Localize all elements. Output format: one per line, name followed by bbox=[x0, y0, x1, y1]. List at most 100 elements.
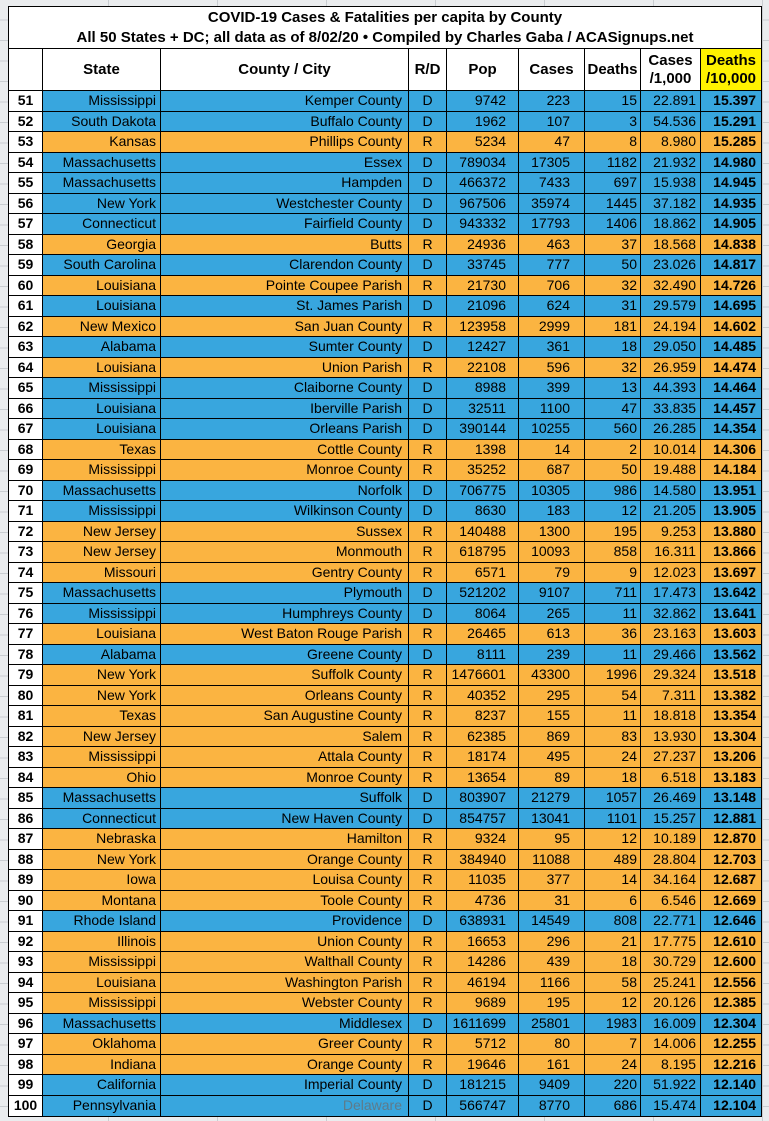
cell-pop: 6571 bbox=[447, 562, 519, 582]
cell-deaths-per-10000: 14.726 bbox=[701, 275, 761, 295]
cell-deaths-per-10000: 12.140 bbox=[701, 1075, 761, 1095]
cell-cases-per-1000: 12.023 bbox=[641, 562, 701, 582]
row-number: 71 bbox=[9, 501, 43, 521]
cell-state: South Dakota bbox=[43, 111, 161, 131]
table-row: 76 Mississippi Humphreys County D 8064 265 11 3… bbox=[9, 603, 761, 624]
row-number: 57 bbox=[9, 214, 43, 234]
cell-deaths: 14 bbox=[585, 870, 641, 890]
table-row: 88 New York Orange County R 384940 11088 489 28… bbox=[9, 849, 761, 870]
cell-county: Cottle County bbox=[161, 439, 409, 459]
cell-deaths-per-10000: 13.206 bbox=[701, 747, 761, 767]
table-row: 62 New Mexico San Juan County R 123958 2999 18… bbox=[9, 316, 761, 337]
cell-state: New Jersey bbox=[43, 521, 161, 541]
cell-state: Ohio bbox=[43, 767, 161, 787]
cell-pop: 35252 bbox=[447, 460, 519, 480]
table-row: 54 Massachusetts Essex D 789034 17305 1182 21.9… bbox=[9, 152, 761, 173]
cell-pop: 1398 bbox=[447, 439, 519, 459]
row-number: 61 bbox=[9, 296, 43, 316]
cell-county: Suffolk bbox=[161, 788, 409, 808]
cell-deaths-per-10000: 14.945 bbox=[701, 173, 761, 193]
cell-county: Delaware bbox=[161, 1095, 409, 1116]
cell-cases-per-1000: 22.891 bbox=[641, 91, 701, 111]
cell-cases-per-1000: 17.775 bbox=[641, 931, 701, 951]
cell-county: Webster County bbox=[161, 993, 409, 1013]
cell-deaths: 18 bbox=[585, 952, 641, 972]
cell-county: Iberville Parish bbox=[161, 398, 409, 418]
cell-cases: 195 bbox=[519, 993, 585, 1013]
table-row: 77 Louisiana West Baton Rouge Parish R 26465… bbox=[9, 624, 761, 645]
cell-state: Massachusetts bbox=[43, 583, 161, 603]
cell-deaths-per-10000: 12.556 bbox=[701, 972, 761, 992]
cell-pop: 19646 bbox=[447, 1054, 519, 1074]
cell-pop: 1476601 bbox=[447, 665, 519, 685]
cell-cases: 295 bbox=[519, 685, 585, 705]
cell-state: South Carolina bbox=[43, 255, 161, 275]
cell-cases-per-1000: 15.474 bbox=[641, 1095, 701, 1116]
cell-cases: 239 bbox=[519, 644, 585, 664]
table-row: 51 Mississippi Kemper County D 9742 223 15 22.8… bbox=[9, 91, 761, 112]
cell-pop: 181215 bbox=[447, 1075, 519, 1095]
row-number: 82 bbox=[9, 726, 43, 746]
table-row: 85 Massachusetts Suffolk D 803907 21279 1057 26… bbox=[9, 788, 761, 809]
header-county: County / City bbox=[161, 49, 409, 90]
row-number: 60 bbox=[9, 275, 43, 295]
cell-state: Mississippi bbox=[43, 603, 161, 623]
cell-cases-per-1000: 24.194 bbox=[641, 316, 701, 336]
cell-county: Hampden bbox=[161, 173, 409, 193]
cell-pop: 9324 bbox=[447, 829, 519, 849]
table-row: 83 Mississippi Attala County R 18174 495 24 27.… bbox=[9, 747, 761, 768]
cell-county: Gentry County bbox=[161, 562, 409, 582]
table-row: 60 Louisiana Pointe Coupee Parish R 21730 706… bbox=[9, 275, 761, 296]
row-number: 94 bbox=[9, 972, 43, 992]
cell-cases: 21279 bbox=[519, 788, 585, 808]
header-cases-per-1000-line1: Cases bbox=[648, 51, 693, 69]
cell-cases: 223 bbox=[519, 91, 585, 111]
cell-state: Georgia bbox=[43, 234, 161, 254]
cell-county: Pointe Coupee Parish bbox=[161, 275, 409, 295]
cell-pop: 967506 bbox=[447, 193, 519, 213]
cell-party: D bbox=[409, 644, 447, 664]
cell-county: Union County bbox=[161, 931, 409, 951]
cell-cases: 107 bbox=[519, 111, 585, 131]
cell-county: Sussex bbox=[161, 521, 409, 541]
cell-cases-per-1000: 6.518 bbox=[641, 767, 701, 787]
table-row: 53 Kansas Phillips County R 5234 47 8 8.980 15.2… bbox=[9, 132, 761, 153]
table-row: 90 Montana Toole County R 4736 31 6 6.546 12.669 bbox=[9, 890, 761, 911]
cell-cases-per-1000: 23.026 bbox=[641, 255, 701, 275]
cell-party: D bbox=[409, 255, 447, 275]
table-row: 58 Georgia Butts R 24936 463 37 18.568 14.838 bbox=[9, 234, 761, 255]
cell-cases-per-1000: 21.205 bbox=[641, 501, 701, 521]
cell-cases: 161 bbox=[519, 1054, 585, 1074]
cell-cases-per-1000: 44.393 bbox=[641, 378, 701, 398]
cell-deaths-per-10000: 12.385 bbox=[701, 993, 761, 1013]
cell-deaths-per-10000: 12.881 bbox=[701, 808, 761, 828]
cell-cases-per-1000: 29.466 bbox=[641, 644, 701, 664]
cell-county: San Juan County bbox=[161, 316, 409, 336]
cell-pop: 13654 bbox=[447, 767, 519, 787]
cell-deaths-per-10000: 13.304 bbox=[701, 726, 761, 746]
cell-cases: 777 bbox=[519, 255, 585, 275]
cell-deaths-per-10000: 15.285 bbox=[701, 132, 761, 152]
row-number: 80 bbox=[9, 685, 43, 705]
table-row: 66 Louisiana Iberville Parish D 32511 1100 47 3… bbox=[9, 398, 761, 419]
cell-party: D bbox=[409, 808, 447, 828]
row-number: 72 bbox=[9, 521, 43, 541]
cell-party: R bbox=[409, 829, 447, 849]
table-title-block: COVID-19 Cases & Fatalities per capita b… bbox=[9, 7, 761, 49]
cell-county: Louisa County bbox=[161, 870, 409, 890]
cell-deaths: 8 bbox=[585, 132, 641, 152]
cell-state: Mississippi bbox=[43, 501, 161, 521]
cell-cases-per-1000: 16.311 bbox=[641, 542, 701, 562]
cell-cases: 1300 bbox=[519, 521, 585, 541]
cell-cases-per-1000: 28.804 bbox=[641, 849, 701, 869]
row-number: 83 bbox=[9, 747, 43, 767]
cell-cases: 17305 bbox=[519, 152, 585, 172]
cell-deaths-per-10000: 15.397 bbox=[701, 91, 761, 111]
cell-deaths-per-10000: 12.216 bbox=[701, 1054, 761, 1074]
cell-party: R bbox=[409, 706, 447, 726]
cell-county: Toole County bbox=[161, 890, 409, 910]
cell-state: Massachusetts bbox=[43, 152, 161, 172]
cell-cases: 9409 bbox=[519, 1075, 585, 1095]
row-number: 99 bbox=[9, 1075, 43, 1095]
cell-state: Mississippi bbox=[43, 747, 161, 767]
